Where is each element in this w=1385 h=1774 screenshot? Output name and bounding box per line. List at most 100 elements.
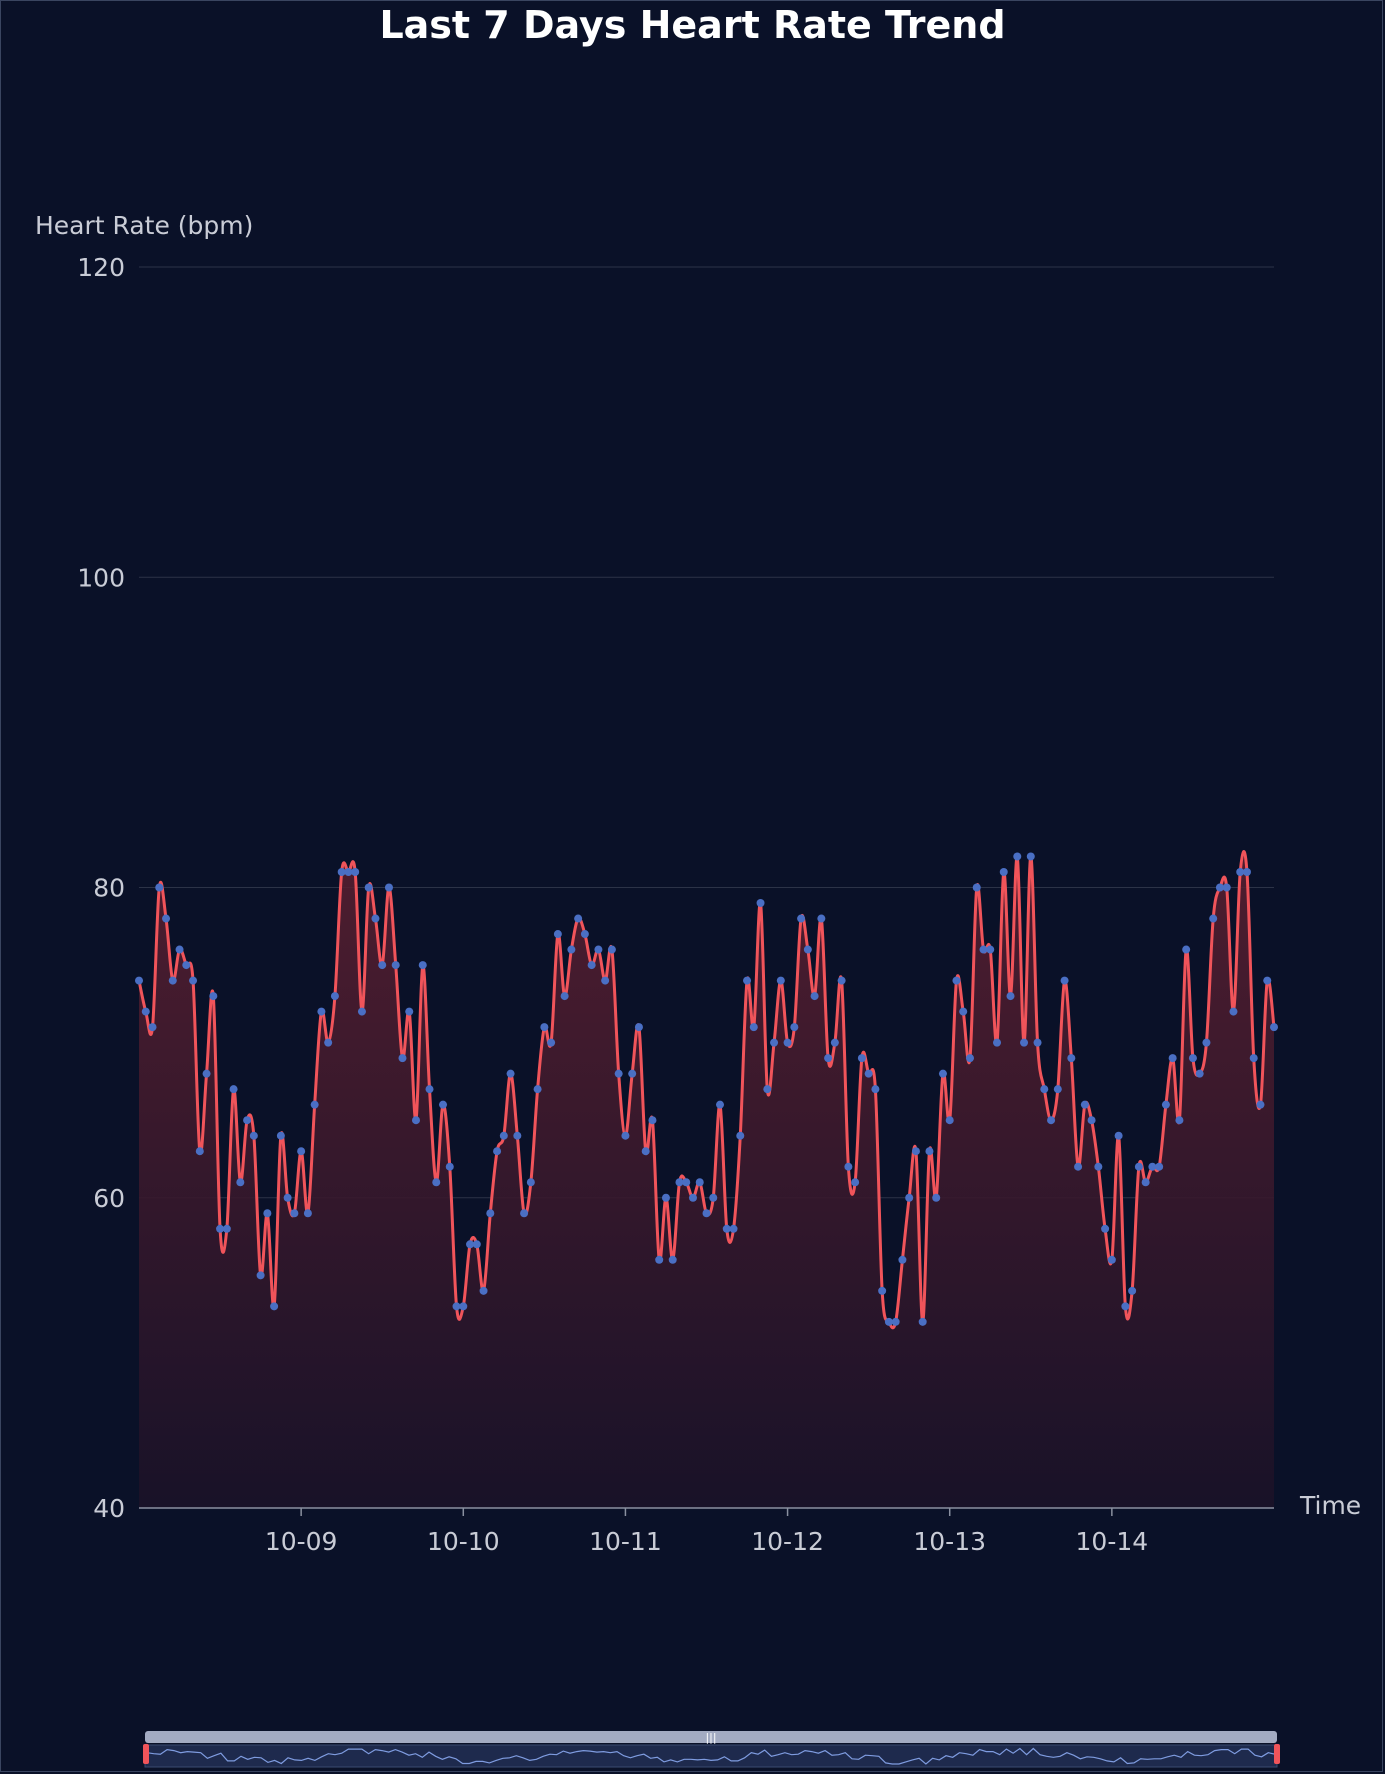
data-point[interactable]	[243, 1116, 252, 1125]
data-point[interactable]	[932, 1193, 941, 1202]
data-point[interactable]	[871, 1085, 880, 1094]
data-point[interactable]	[229, 1085, 238, 1094]
data-point[interactable]	[547, 1038, 556, 1047]
data-point[interactable]	[1026, 852, 1035, 861]
data-point[interactable]	[384, 883, 393, 892]
data-point[interactable]	[803, 945, 812, 954]
data-point[interactable]	[351, 867, 360, 876]
data-point[interactable]	[905, 1193, 914, 1202]
data-point[interactable]	[655, 1255, 664, 1264]
data-point[interactable]	[601, 976, 610, 985]
data-point[interactable]	[182, 961, 191, 970]
data-point[interactable]	[1168, 1054, 1177, 1063]
data-point[interactable]	[709, 1193, 718, 1202]
data-point[interactable]	[330, 992, 339, 1001]
data-point[interactable]	[614, 1069, 623, 1078]
data-point[interactable]	[648, 1116, 657, 1125]
data-point[interactable]	[574, 914, 583, 923]
data-point[interactable]	[1107, 1255, 1116, 1264]
data-point[interactable]	[472, 1240, 481, 1249]
data-point[interactable]	[1121, 1302, 1130, 1311]
data-point[interactable]	[1209, 914, 1218, 923]
data-point[interactable]	[580, 930, 589, 939]
data-point[interactable]	[195, 1147, 204, 1156]
data-point[interactable]	[1060, 976, 1069, 985]
data-point[interactable]	[661, 1193, 670, 1202]
data-point[interactable]	[283, 1193, 292, 1202]
zoom-range-bar[interactable]	[145, 1731, 1277, 1743]
data-point[interactable]	[972, 883, 981, 892]
data-point[interactable]	[864, 1069, 873, 1078]
data-point[interactable]	[878, 1286, 887, 1295]
data-point[interactable]	[607, 945, 616, 954]
data-point[interactable]	[729, 1224, 738, 1233]
data-point[interactable]	[945, 1116, 954, 1125]
data-point[interactable]	[594, 945, 603, 954]
data-point[interactable]	[1215, 883, 1224, 892]
data-point[interactable]	[405, 1007, 414, 1016]
data-point[interactable]	[155, 883, 164, 892]
data-point[interactable]	[391, 961, 400, 970]
data-point[interactable]	[1175, 1116, 1184, 1125]
data-point[interactable]	[1249, 1054, 1258, 1063]
data-point[interactable]	[344, 867, 353, 876]
data-point[interactable]	[364, 883, 373, 892]
data-point[interactable]	[1134, 1162, 1143, 1171]
data-point[interactable]	[722, 1224, 731, 1233]
data-point[interactable]	[999, 867, 1008, 876]
data-point[interactable]	[641, 1147, 650, 1156]
data-point[interactable]	[162, 914, 171, 923]
data-point[interactable]	[540, 1023, 549, 1032]
data-point[interactable]	[526, 1178, 535, 1187]
zoom-handle-right[interactable]	[1274, 1744, 1280, 1764]
data-point[interactable]	[959, 1007, 968, 1016]
data-point[interactable]	[925, 1147, 934, 1156]
data-point[interactable]	[938, 1069, 947, 1078]
data-point[interactable]	[1161, 1100, 1170, 1109]
data-point[interactable]	[891, 1317, 900, 1326]
data-point[interactable]	[270, 1302, 279, 1311]
data-point[interactable]	[688, 1193, 697, 1202]
data-point[interactable]	[553, 930, 562, 939]
data-point[interactable]	[965, 1054, 974, 1063]
data-point[interactable]	[263, 1209, 272, 1218]
data-point[interactable]	[1006, 992, 1015, 1001]
data-point[interactable]	[1195, 1069, 1204, 1078]
data-point[interactable]	[1074, 1162, 1083, 1171]
data-point[interactable]	[1087, 1116, 1096, 1125]
data-point[interactable]	[898, 1255, 907, 1264]
data-point[interactable]	[884, 1317, 893, 1326]
data-point[interactable]	[1182, 945, 1191, 954]
data-point[interactable]	[459, 1302, 468, 1311]
data-point[interactable]	[1067, 1054, 1076, 1063]
data-point[interactable]	[952, 976, 961, 985]
data-point[interactable]	[533, 1085, 542, 1094]
data-point[interactable]	[634, 1023, 643, 1032]
data-point[interactable]	[249, 1131, 258, 1140]
data-point[interactable]	[290, 1209, 299, 1218]
data-point[interactable]	[1263, 976, 1272, 985]
data-point[interactable]	[1033, 1038, 1042, 1047]
data-point[interactable]	[1141, 1178, 1150, 1187]
data-point[interactable]	[1202, 1038, 1211, 1047]
data-point[interactable]	[189, 976, 198, 985]
data-point[interactable]	[222, 1224, 231, 1233]
data-point[interactable]	[337, 867, 346, 876]
data-point[interactable]	[411, 1116, 420, 1125]
data-point[interactable]	[763, 1085, 772, 1094]
data-point[interactable]	[1270, 1023, 1278, 1032]
data-point[interactable]	[702, 1209, 711, 1218]
data-point[interactable]	[148, 1023, 157, 1032]
data-point[interactable]	[1101, 1224, 1110, 1233]
data-point[interactable]	[357, 1007, 366, 1016]
data-point[interactable]	[560, 992, 569, 1001]
zoom-track[interactable]	[144, 1744, 1278, 1768]
data-point[interactable]	[1053, 1085, 1062, 1094]
data-point[interactable]	[1222, 883, 1231, 892]
data-point[interactable]	[1236, 867, 1245, 876]
data-point[interactable]	[209, 992, 218, 1001]
data-point[interactable]	[1020, 1038, 1029, 1047]
data-point[interactable]	[445, 1162, 454, 1171]
data-point[interactable]	[1114, 1131, 1123, 1140]
data-point[interactable]	[425, 1085, 434, 1094]
